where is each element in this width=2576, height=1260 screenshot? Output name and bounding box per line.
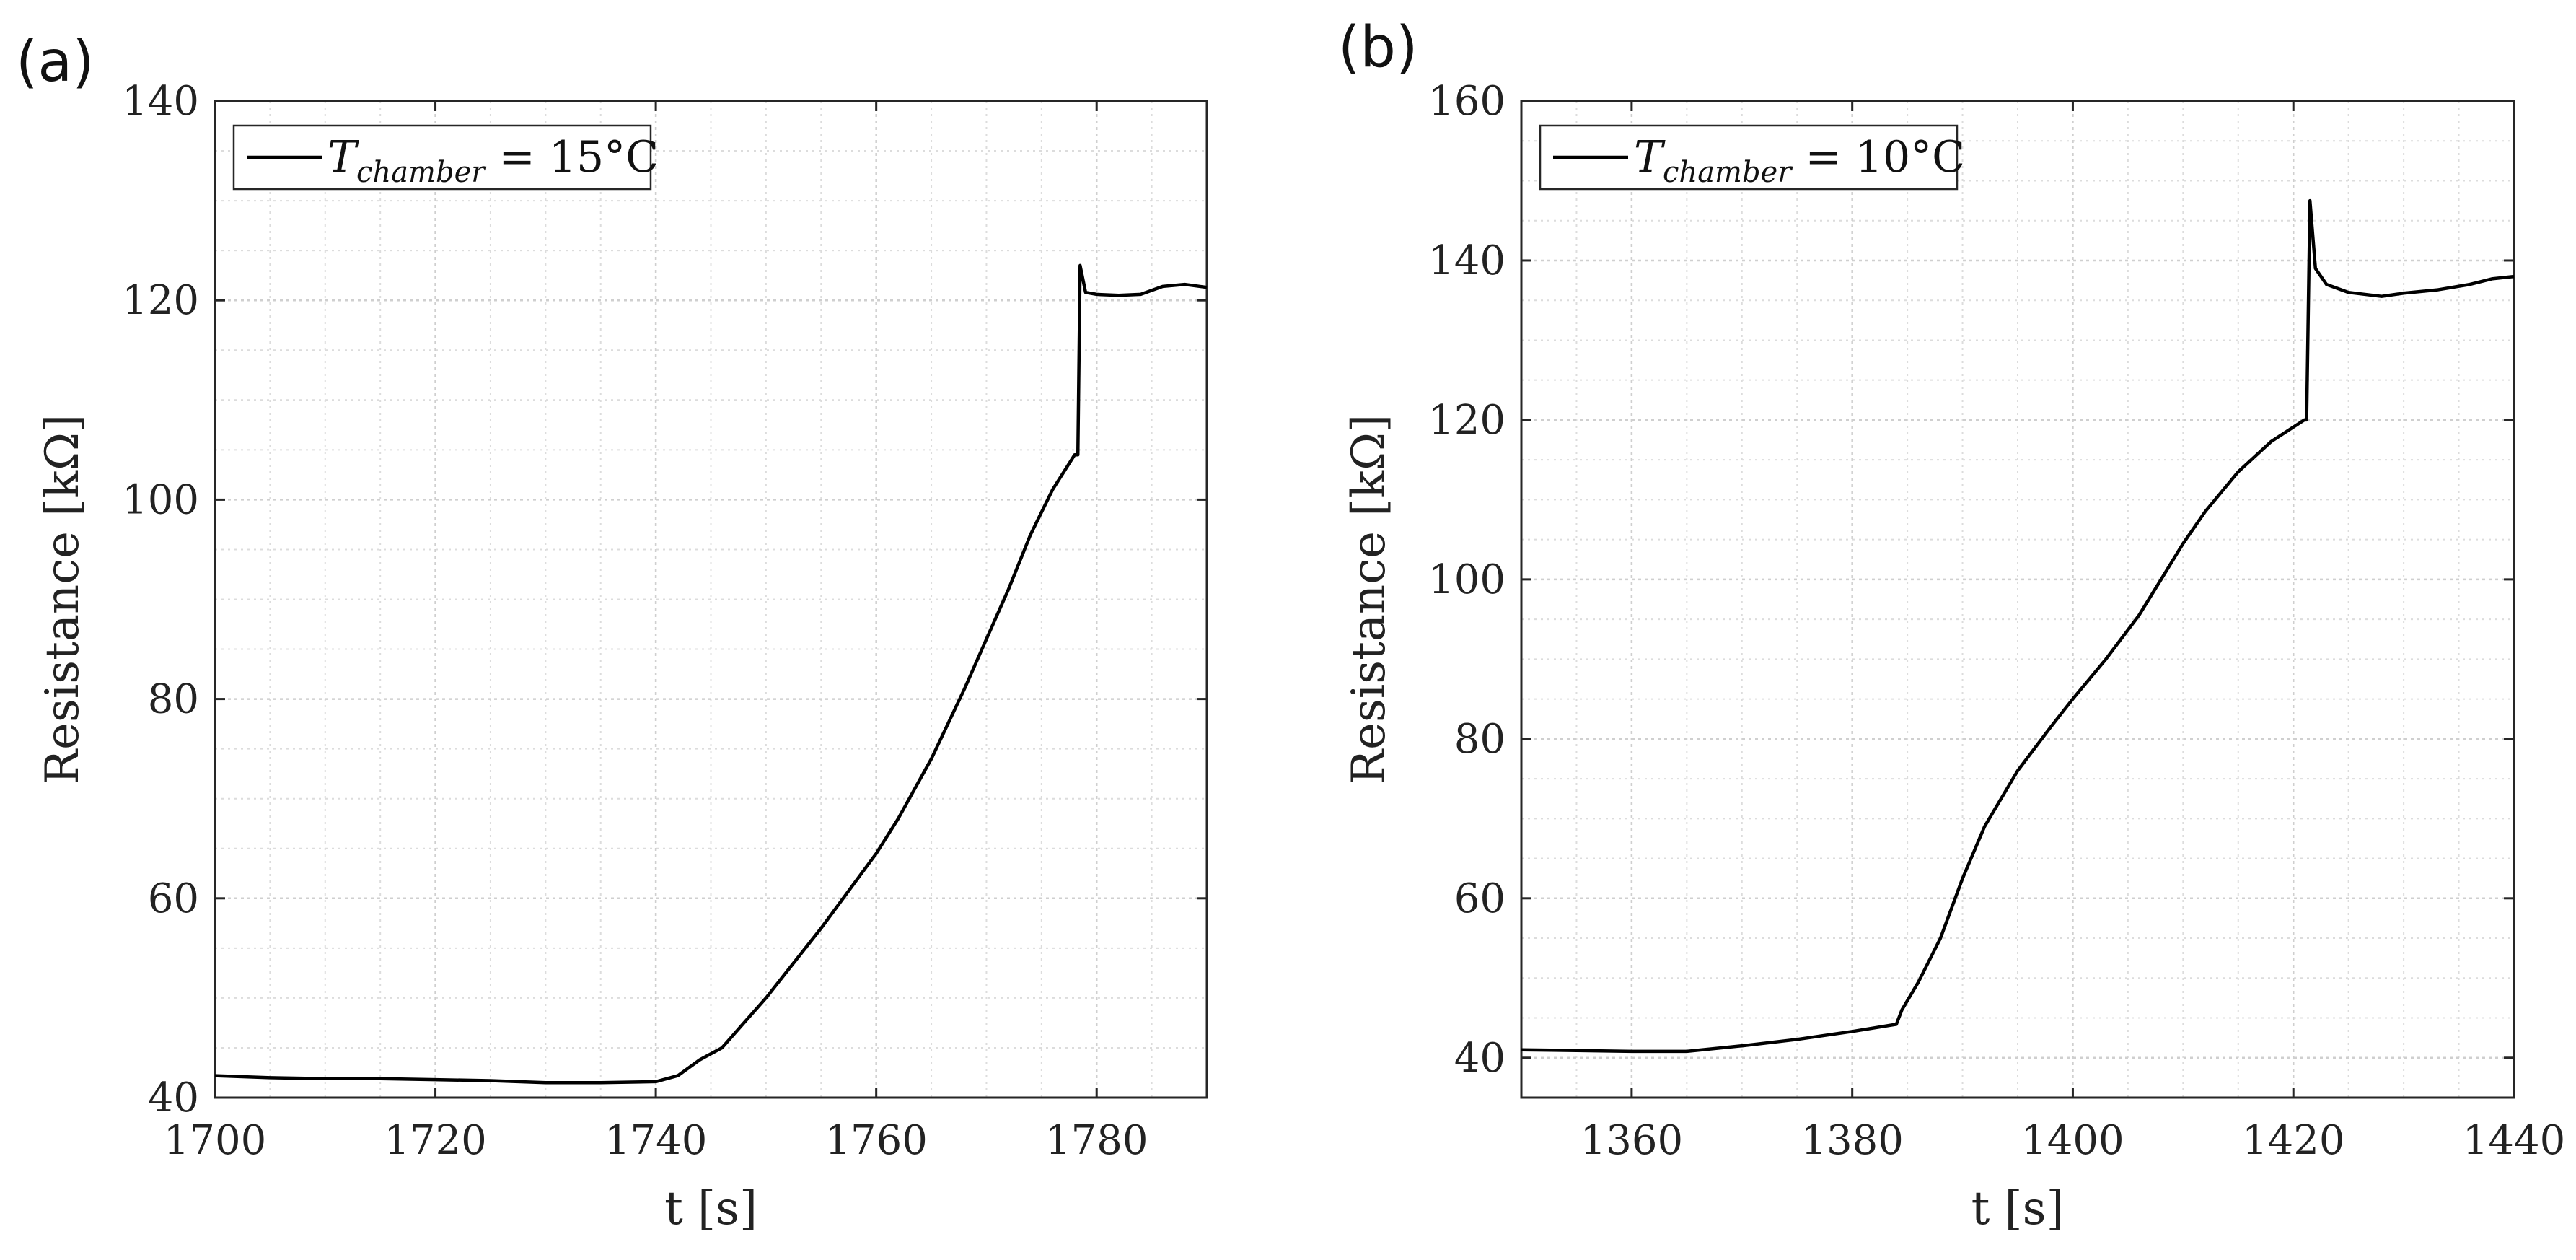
legend-symbol: T: [328, 132, 359, 183]
legend-label: Tchamber = 10°C: [1634, 132, 1965, 189]
x-tick-label: 1700: [164, 1117, 267, 1164]
x-axis-title: t [s]: [1971, 1182, 2065, 1235]
y-tick-label: 60: [148, 875, 199, 922]
y-tick-label: 160: [1428, 78, 1505, 125]
legend-subscript: chamber: [356, 156, 487, 189]
y-tick-label: 120: [1428, 397, 1505, 444]
legend-value: = 15°C: [485, 132, 659, 183]
x-axis-title: t [s]: [664, 1182, 757, 1235]
y-tick-label: 80: [1454, 716, 1505, 763]
legend-symbol: T: [1634, 132, 1666, 183]
legend-label: Tchamber = 15°C: [328, 132, 659, 189]
x-tick-label: 1760: [825, 1117, 928, 1164]
plot-frame: [1520, 100, 2515, 1099]
grid: [214, 100, 1208, 1099]
panel-label: (b): [1338, 15, 1417, 80]
x-tick-label: 1400: [2021, 1117, 2124, 1164]
x-tick-label: 1380: [1801, 1117, 1904, 1164]
y-tick-label: 100: [1428, 556, 1505, 603]
y-tick-label: 60: [1454, 875, 1505, 922]
y-tick-label: 140: [1428, 237, 1505, 284]
y-tick-label: 40: [148, 1075, 199, 1121]
x-tick-label: 1420: [2242, 1117, 2345, 1164]
chart-panel-b: 1360 1380 1400 1420 1440 40 60 80 100 120 140 160 t …: [1338, 15, 2565, 1235]
y-tick-label: 100: [122, 476, 199, 523]
grid: [1521, 100, 2515, 1098]
legend-box: [232, 124, 652, 191]
plot-frame: [214, 100, 1208, 1099]
x-tick-label: 1740: [605, 1117, 708, 1164]
x-tick-label: 1720: [384, 1117, 487, 1164]
chart-panel-a: 1700 1720 1740 1760 1780 40 60 80 100 120 140 t [s]…: [16, 30, 1208, 1235]
y-axis-title: Resistance [kΩ]: [1342, 414, 1396, 784]
y-tick-label: 140: [122, 78, 199, 125]
series-line: [1521, 198, 2515, 1054]
panel-label: (a): [16, 30, 94, 95]
y-axis-title: Resistance [kΩ]: [36, 414, 89, 784]
y-tick-label: 80: [148, 676, 199, 723]
legend-value: = 10°C: [1791, 132, 1965, 183]
legend-subscript: chamber: [1663, 156, 1793, 189]
legend-box: [1539, 124, 1959, 191]
x-tick-label: 1440: [2463, 1117, 2566, 1164]
legend: Tchamber = 10°C: [1539, 124, 1965, 191]
x-tick-label: 1360: [1581, 1117, 1684, 1164]
series-line: [214, 263, 1208, 1085]
x-tick-label: 1780: [1045, 1117, 1148, 1164]
y-tick-label: 120: [122, 277, 199, 324]
legend: Tchamber = 15°C: [232, 124, 659, 191]
y-tick-label: 40: [1454, 1035, 1505, 1082]
